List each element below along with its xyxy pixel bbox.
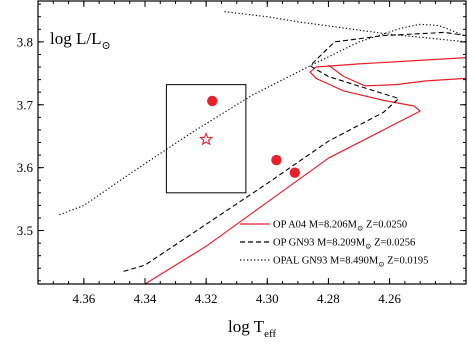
y-tick-label-1: 3.6 — [17, 160, 34, 175]
error-box — [165, 84, 247, 194]
x-axis-label-main: log T — [228, 317, 265, 336]
y-tick-label-0: 3.5 — [17, 223, 33, 238]
y-axis-label: log L/L⊙ — [50, 29, 111, 52]
x-tick-label-5: 4.26 — [378, 291, 401, 306]
legend-label-main-0: OP A04 M=8.206M — [273, 220, 358, 231]
x-tick-label-1: 4.34 — [134, 291, 157, 306]
model-point-2 — [289, 167, 300, 178]
y-axis-label-main: log L/L — [50, 29, 101, 48]
star-marker — [198, 131, 214, 146]
legend-label-sun-0: ⊙ — [357, 224, 363, 233]
x-tick-label-2: 4.32 — [195, 291, 218, 306]
x-axis-label: log Teff — [228, 317, 276, 340]
legend-label-sun-1: ⊙ — [365, 242, 371, 251]
x-tick-label-0: 4.36 — [72, 291, 95, 306]
model-point-1 — [271, 154, 282, 166]
y-tick-label-3: 3.8 — [17, 34, 33, 49]
legend-label-main-2: OPAL GN93 M=8.490M — [273, 256, 379, 267]
series-line-dotted-3 — [59, 23, 466, 216]
axis-layer: 4.36 4.34 4.32 4.30 4.28 4.26 3.5 3.6 3.7 3.8 — [17, 0, 467, 306]
x-tick-label-4: 4.28 — [317, 291, 340, 306]
plot-layer — [59, 11, 466, 284]
legend-label-suffix-0: Z=0.0250 — [363, 220, 407, 231]
legend-label-main-1: OP GN93 M=8.209M — [273, 238, 366, 249]
legend-label-1: OP GN93 M=8.209M⊙ Z=0.0256 — [273, 238, 415, 251]
x-tick-label-3: 4.30 — [256, 291, 279, 306]
legend-label-suffix-1: Z=0.0256 — [371, 238, 415, 249]
series-line-solid-0 — [144, 57, 466, 284]
legend-label-suffix-2: Z=0.0195 — [385, 256, 429, 267]
y-axis-label-sub: ⊙ — [101, 40, 110, 52]
y-tick-label-2: 3.7 — [17, 97, 34, 112]
plot-area — [59, 11, 466, 284]
model-point-0 — [207, 95, 218, 107]
series-line-dotted-4 — [224, 11, 466, 43]
legend-label-sun-2: ⊙ — [378, 260, 384, 269]
legend-label-2: OPAL GN93 M=8.490M⊙ Z=0.0195 — [273, 256, 428, 269]
series-line-solid-1 — [328, 64, 466, 87]
series-line-dashed-2 — [123, 31, 466, 272]
legend-label-0: OP A04 M=8.206M⊙ Z=0.0250 — [273, 220, 407, 233]
x-axis-label-sub: eff — [264, 328, 276, 340]
